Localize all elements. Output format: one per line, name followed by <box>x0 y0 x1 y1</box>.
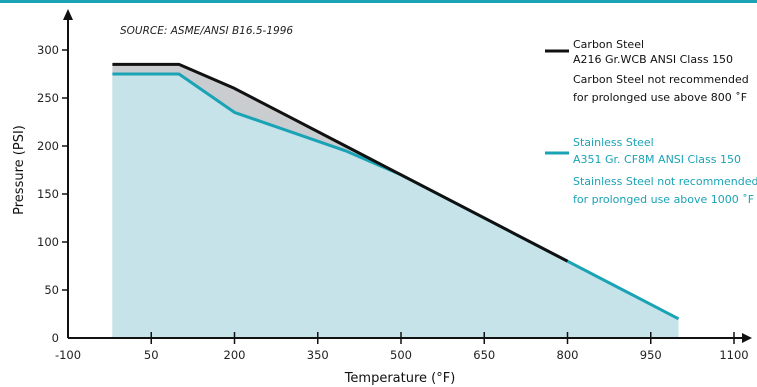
x-tick-label: 800 <box>557 348 579 362</box>
y-tick-label: 250 <box>37 91 59 105</box>
legend-stainless-steel: Stainless Steel A351 Gr. CF8M ANSI Class… <box>545 136 757 206</box>
chart-source: SOURCE: ASME/ANSI B16.5-1996 <box>120 25 293 37</box>
x-tick-label: 950 <box>640 348 662 362</box>
y-tick-label: 100 <box>37 235 59 249</box>
x-tick-label: -100 <box>55 348 81 362</box>
x-axis-arrow-icon <box>742 333 752 343</box>
area-stainless-steel <box>112 74 679 338</box>
legend-spec-stainless-steel: A351 Gr. CF8M ANSI Class 150 <box>573 153 741 166</box>
y-tick-label: 0 <box>52 331 59 345</box>
x-tick-label: 200 <box>224 348 246 362</box>
legend-carbon-steel: Carbon Steel A216 Gr.WCB ANSI Class 150 … <box>545 38 749 104</box>
x-tick-label: 650 <box>473 348 495 362</box>
y-tick-label: 200 <box>37 139 59 153</box>
legend-label-carbon-steel: Carbon Steel <box>573 38 644 51</box>
legend-note-stainless-steel-line1: Stainless Steel not recommended <box>573 175 757 188</box>
x-tick-label: 50 <box>144 348 159 362</box>
legend-note-carbon-steel-line1: Carbon Steel not recommended <box>573 73 749 86</box>
legend-note-carbon-steel-line2: for prolonged use above 800 ˚F <box>573 91 747 104</box>
top-accent-line <box>0 0 757 3</box>
y-axis-arrow-icon <box>63 9 73 20</box>
line-carbon-steel <box>112 62 569 263</box>
y-tick-label: 50 <box>44 283 59 297</box>
y-tick-label: 300 <box>37 43 59 57</box>
x-tick-label: 1100 <box>719 348 748 362</box>
x-tick-label: 500 <box>390 348 412 362</box>
legend-label-stainless-steel: Stainless Steel <box>573 136 654 149</box>
y-axis-title: Pressure (PSI) <box>12 125 27 215</box>
legend-note-stainless-steel-line2: for prolonged use above 1000 ˚F <box>573 193 754 206</box>
x-axis-title: Temperature (°F) <box>344 371 456 386</box>
x-tick-label: 350 <box>307 348 329 362</box>
y-tick-label: 150 <box>37 187 59 201</box>
legend-spec-carbon-steel: A216 Gr.WCB ANSI Class 150 <box>573 53 733 66</box>
